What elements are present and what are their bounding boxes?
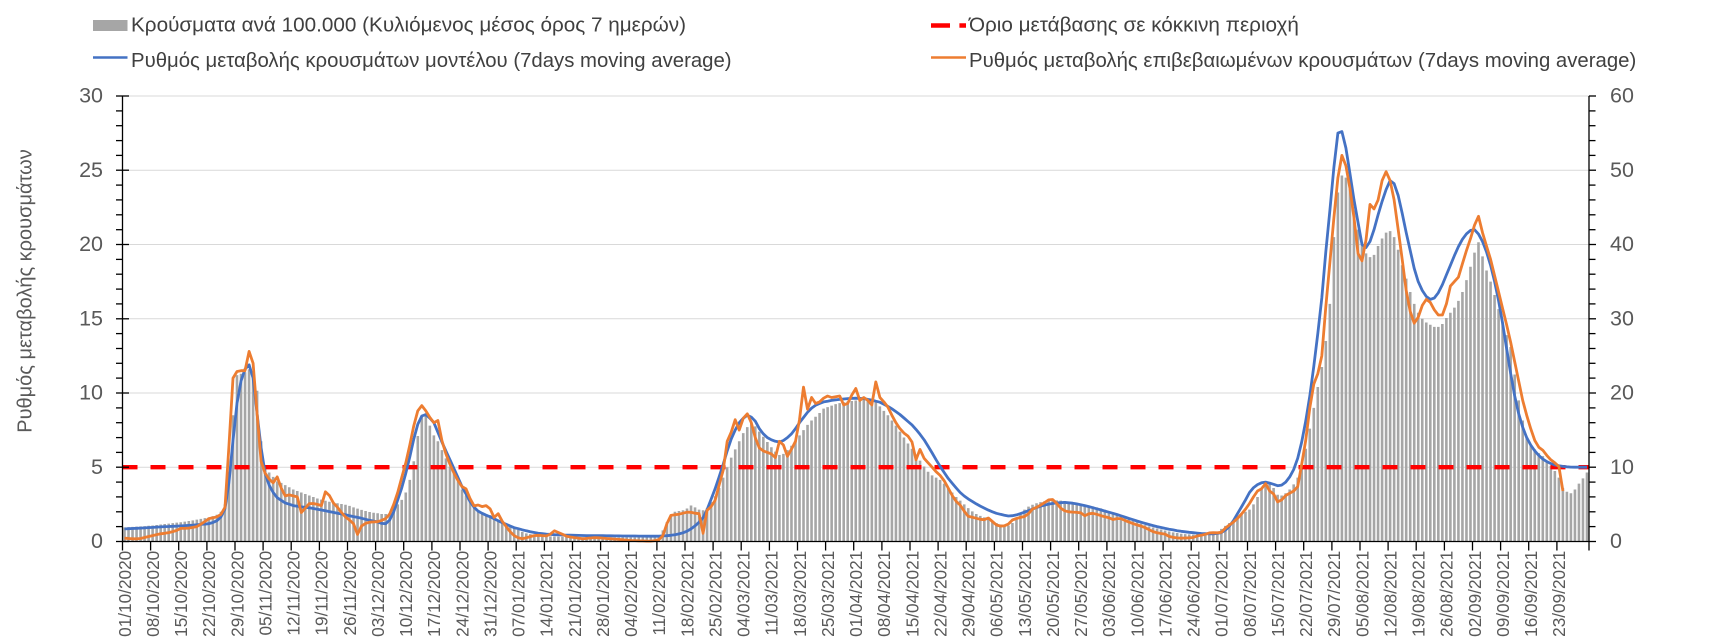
- svg-text:25/02/2021: 25/02/2021: [705, 551, 725, 637]
- svg-text:40: 40: [1610, 232, 1634, 256]
- svg-text:0: 0: [91, 529, 103, 553]
- svg-text:01/07/2021: 01/07/2021: [1212, 551, 1232, 637]
- svg-text:20/05/2021: 20/05/2021: [1043, 551, 1063, 637]
- svg-text:15: 15: [79, 306, 103, 330]
- svg-text:25/03/2021: 25/03/2021: [818, 551, 838, 637]
- svg-text:05/08/2021: 05/08/2021: [1352, 551, 1372, 637]
- svg-text:08/10/2020: 08/10/2020: [143, 551, 163, 637]
- svg-text:Κρούσματα ανά 100.000 (Κυλιόμε: Κρούσματα ανά 100.000 (Κυλιόμενος μέσος …: [131, 14, 686, 37]
- svg-text:10/12/2020: 10/12/2020: [396, 551, 416, 637]
- svg-text:26/08/2021: 26/08/2021: [1437, 551, 1457, 637]
- svg-text:06/05/2021: 06/05/2021: [987, 551, 1007, 637]
- svg-text:12/08/2021: 12/08/2021: [1380, 551, 1400, 637]
- svg-text:22/04/2021: 22/04/2021: [930, 551, 950, 637]
- svg-text:10/06/2021: 10/06/2021: [1127, 551, 1147, 637]
- svg-text:03/06/2021: 03/06/2021: [1099, 551, 1119, 637]
- svg-text:02/09/2021: 02/09/2021: [1465, 551, 1485, 637]
- svg-text:05/11/2020: 05/11/2020: [255, 551, 275, 636]
- svg-text:11/03/2021: 11/03/2021: [762, 551, 782, 636]
- svg-text:20: 20: [1610, 381, 1634, 405]
- svg-text:08/07/2021: 08/07/2021: [1240, 551, 1260, 637]
- svg-text:18/02/2021: 18/02/2021: [677, 551, 697, 637]
- svg-text:Ρυθμός μεταβολής κρουσμάτων μο: Ρυθμός μεταβολής κρουσμάτων μοντέλου (7d…: [131, 50, 732, 72]
- svg-text:22/10/2020: 22/10/2020: [199, 551, 219, 637]
- svg-text:04/03/2021: 04/03/2021: [734, 551, 754, 637]
- svg-text:24/12/2020: 24/12/2020: [452, 551, 472, 637]
- svg-text:27/05/2021: 27/05/2021: [1071, 551, 1091, 637]
- svg-text:0: 0: [1610, 529, 1622, 553]
- svg-text:11/02/2021: 11/02/2021: [649, 551, 669, 636]
- svg-text:30: 30: [1610, 306, 1634, 330]
- svg-text:14/01/2021: 14/01/2021: [537, 551, 557, 637]
- svg-text:50: 50: [1610, 158, 1634, 182]
- svg-text:5: 5: [91, 455, 103, 479]
- svg-text:19/11/2020: 19/11/2020: [312, 551, 332, 636]
- svg-text:07/01/2021: 07/01/2021: [509, 551, 529, 637]
- svg-text:31/12/2020: 31/12/2020: [480, 551, 500, 637]
- svg-text:17/06/2021: 17/06/2021: [1155, 551, 1175, 637]
- svg-text:26/11/2020: 26/11/2020: [340, 551, 360, 636]
- svg-text:21/01/2021: 21/01/2021: [565, 551, 585, 637]
- svg-text:15/10/2020: 15/10/2020: [171, 551, 191, 637]
- svg-text:04/02/2021: 04/02/2021: [621, 551, 641, 637]
- svg-text:29/10/2020: 29/10/2020: [227, 551, 247, 637]
- svg-text:23/09/2021: 23/09/2021: [1549, 551, 1569, 637]
- svg-text:Ρυθμός μεταβολής επιβεβαιωμένω: Ρυθμός μεταβολής επιβεβαιωμένων κρουσμάτ…: [969, 50, 1636, 72]
- svg-text:Όριο μετάβασης σε κόκκινη περι: Όριο μετάβασης σε κόκκινη περιοχή: [968, 14, 1299, 37]
- svg-text:09/09/2021: 09/09/2021: [1493, 551, 1513, 637]
- svg-text:12/11/2020: 12/11/2020: [284, 551, 304, 636]
- svg-text:01/10/2020: 01/10/2020: [115, 551, 135, 637]
- svg-text:15/04/2021: 15/04/2021: [902, 551, 922, 637]
- svg-text:18/03/2021: 18/03/2021: [790, 551, 810, 637]
- svg-text:25: 25: [79, 158, 103, 182]
- svg-text:19/08/2021: 19/08/2021: [1409, 551, 1429, 637]
- svg-text:13/05/2021: 13/05/2021: [1015, 551, 1035, 637]
- svg-text:10: 10: [1610, 455, 1634, 479]
- svg-text:28/01/2021: 28/01/2021: [593, 551, 613, 637]
- svg-text:08/04/2021: 08/04/2021: [874, 551, 894, 637]
- svg-text:60: 60: [1610, 84, 1634, 108]
- svg-text:Ρυθμός μεταβολής κρουσμάτων: Ρυθμός μεταβολής κρουσμάτων: [15, 149, 37, 433]
- svg-text:29/07/2021: 29/07/2021: [1324, 551, 1344, 637]
- svg-text:01/04/2021: 01/04/2021: [846, 551, 866, 637]
- svg-text:29/04/2021: 29/04/2021: [959, 551, 979, 637]
- svg-text:16/09/2021: 16/09/2021: [1521, 551, 1541, 637]
- svg-text:20: 20: [79, 232, 103, 256]
- svg-text:22/07/2021: 22/07/2021: [1296, 551, 1316, 637]
- svg-text:17/12/2020: 17/12/2020: [424, 551, 444, 637]
- svg-text:10: 10: [79, 381, 103, 405]
- svg-text:15/07/2021: 15/07/2021: [1268, 551, 1288, 637]
- svg-text:30: 30: [79, 84, 103, 108]
- svg-text:24/06/2021: 24/06/2021: [1184, 551, 1204, 637]
- svg-text:03/12/2020: 03/12/2020: [368, 551, 388, 637]
